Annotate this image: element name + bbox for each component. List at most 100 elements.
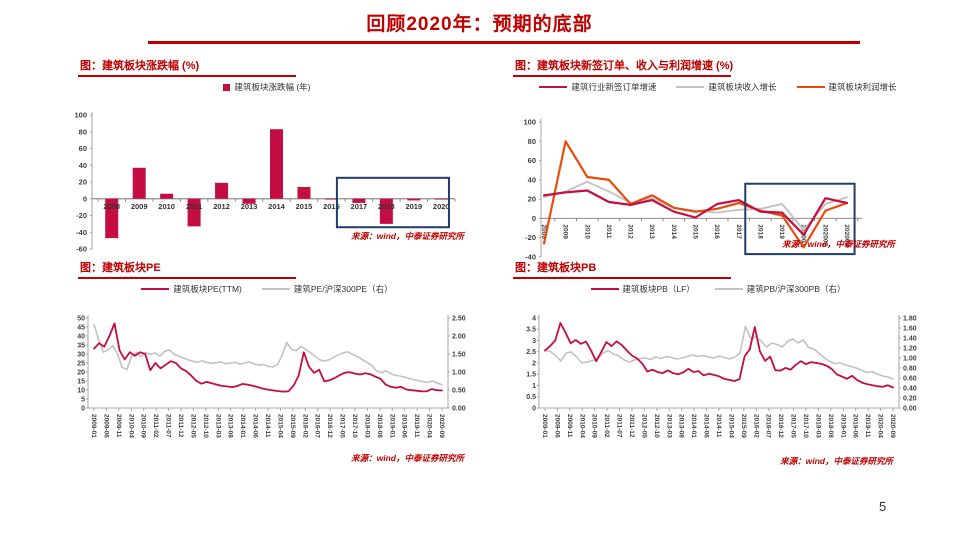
svg-text:2020-04: 2020-04 bbox=[877, 414, 884, 438]
svg-text:2019-01: 2019-01 bbox=[839, 414, 846, 438]
page-number: 5 bbox=[879, 499, 887, 514]
slide-title: 回顾2020年：预期的底部 bbox=[366, 14, 593, 35]
chart-legend: 建筑板块PE(TTM) 建筑PE/沪深300PE（右） bbox=[62, 281, 472, 297]
svg-text:1.50: 1.50 bbox=[452, 351, 466, 358]
panel-sector-pe: 图：建筑板块PE 建筑板块PE(TTM) 建筑PE/沪深300PE（右） 50 45… bbox=[62, 260, 472, 463]
chart-title-text: 图：建筑板块PB bbox=[515, 262, 597, 274]
svg-text:2013: 2013 bbox=[648, 224, 655, 239]
source-note: 来源：wind，中泰证券研究所 bbox=[780, 456, 893, 466]
svg-text:2010-09: 2010-09 bbox=[140, 414, 147, 438]
svg-text:2013-03: 2013-03 bbox=[665, 414, 672, 438]
svg-text:0.00: 0.00 bbox=[903, 405, 917, 412]
svg-text:2014-01: 2014-01 bbox=[239, 414, 246, 438]
svg-text:35: 35 bbox=[77, 342, 85, 349]
svg-text:20: 20 bbox=[79, 178, 87, 187]
legend-label: 建筑行业新签订单增速 bbox=[571, 82, 657, 92]
source-note: 来源：wind，中泰证券研究所 bbox=[782, 239, 895, 249]
svg-text:30: 30 bbox=[77, 351, 85, 358]
legend-item: 建筑板块涨跌幅 (年) bbox=[223, 81, 311, 93]
svg-text:2009-06: 2009-06 bbox=[553, 414, 560, 438]
svg-text:2011-02: 2011-02 bbox=[603, 414, 610, 438]
svg-text:2012-10: 2012-10 bbox=[202, 414, 209, 438]
svg-text:2.00: 2.00 bbox=[452, 333, 466, 340]
svg-text:0.00: 0.00 bbox=[452, 405, 466, 412]
svg-text:2020-04: 2020-04 bbox=[426, 414, 433, 438]
panel-growth-lines: 图：建筑板块新签订单、收入与利润增速 (%) 建筑行业新签订单增速 建筑板块收入增… bbox=[513, 58, 923, 263]
svg-text:2014-11: 2014-11 bbox=[264, 414, 271, 438]
chart-title: 图：建筑板块PE bbox=[78, 260, 296, 279]
svg-text:2017-10: 2017-10 bbox=[802, 414, 809, 438]
svg-text:1.40: 1.40 bbox=[903, 335, 917, 342]
source-note: 来源：wind，中泰证券研究所 bbox=[351, 231, 464, 241]
svg-text:2015: 2015 bbox=[692, 224, 699, 239]
svg-text:20: 20 bbox=[528, 195, 536, 204]
svg-text:100: 100 bbox=[74, 111, 87, 120]
svg-text:2013: 2013 bbox=[241, 202, 258, 211]
legend-item: 建筑板块PE(TTM) bbox=[141, 283, 242, 295]
chart-title: 图：建筑板块新签订单、收入与利润增速 (%) bbox=[513, 58, 733, 77]
svg-text:0.40: 0.40 bbox=[903, 385, 917, 392]
svg-text:2011-12: 2011-12 bbox=[628, 414, 635, 438]
svg-text:10: 10 bbox=[77, 387, 85, 394]
title-divider-rule bbox=[148, 41, 860, 44]
panel-sector-returns: 图：建筑板块涨跌幅 (%) 建筑板块涨跌幅 (年) 100 80 60 40 20 0 -2… bbox=[62, 58, 472, 257]
svg-text:2014-06: 2014-06 bbox=[703, 414, 710, 438]
svg-text:2018-08: 2018-08 bbox=[376, 414, 383, 438]
svg-text:2019-11: 2019-11 bbox=[413, 414, 420, 438]
svg-text:2014: 2014 bbox=[670, 224, 677, 239]
svg-text:2019-06: 2019-06 bbox=[401, 414, 408, 438]
legend-label: 建筑板块利润增长 bbox=[828, 82, 897, 92]
svg-text:0.20: 0.20 bbox=[903, 395, 917, 402]
svg-text:2009-01: 2009-01 bbox=[541, 414, 548, 438]
svg-text:2009: 2009 bbox=[562, 224, 569, 239]
svg-text:2015-04: 2015-04 bbox=[727, 414, 734, 438]
svg-text:2016: 2016 bbox=[323, 202, 340, 211]
svg-text:2020-09: 2020-09 bbox=[438, 414, 445, 438]
svg-text:2016-07: 2016-07 bbox=[314, 414, 321, 438]
svg-text:2: 2 bbox=[532, 360, 536, 367]
svg-text:0.80: 0.80 bbox=[903, 365, 917, 372]
svg-text:2011-12: 2011-12 bbox=[177, 414, 184, 438]
bar-chart-sector-returns: 100 80 60 40 20 0 -20 -40 -60 2008 2009 2010 2011 201… bbox=[74, 111, 456, 254]
svg-text:2015-09: 2015-09 bbox=[740, 414, 747, 438]
svg-text:60: 60 bbox=[528, 156, 536, 165]
svg-text:0: 0 bbox=[532, 405, 536, 412]
svg-text:2012: 2012 bbox=[213, 202, 230, 211]
svg-text:2011-02: 2011-02 bbox=[152, 414, 159, 438]
line-chart-pb: 4 3.5 3 2.5 2 1.5 1 0.5 0 1.80 1.60 1.40 1.20 1.00 0.8… bbox=[526, 315, 917, 438]
svg-text:1.60: 1.60 bbox=[903, 325, 917, 332]
svg-text:1.80: 1.80 bbox=[903, 315, 917, 322]
svg-text:2012: 2012 bbox=[627, 224, 634, 239]
chart-title-text: 图：建筑板块PE bbox=[80, 262, 161, 274]
svg-text:0.60: 0.60 bbox=[903, 375, 917, 382]
svg-text:2013-08: 2013-08 bbox=[678, 414, 685, 438]
svg-text:1: 1 bbox=[532, 383, 536, 390]
svg-text:4: 4 bbox=[532, 315, 536, 322]
svg-text:2012-05: 2012-05 bbox=[640, 414, 647, 438]
legend-swatch-line bbox=[676, 86, 705, 88]
svg-text:202003: 202003 bbox=[843, 224, 850, 246]
svg-text:5: 5 bbox=[81, 396, 85, 403]
svg-text:2012-05: 2012-05 bbox=[189, 414, 196, 438]
svg-text:40: 40 bbox=[79, 161, 87, 170]
legend-swatch-line bbox=[796, 86, 825, 88]
svg-text:25: 25 bbox=[77, 360, 85, 367]
svg-text:2015-04: 2015-04 bbox=[276, 414, 283, 438]
legend-label: 建筑板块PB（LF） bbox=[622, 284, 695, 294]
svg-text:0.50: 0.50 bbox=[452, 387, 466, 394]
svg-text:0.5: 0.5 bbox=[526, 394, 536, 401]
svg-text:2019-06: 2019-06 bbox=[852, 414, 859, 438]
svg-text:60: 60 bbox=[79, 144, 87, 153]
chart-title: 图：建筑板块PB bbox=[513, 260, 731, 279]
svg-text:80: 80 bbox=[528, 137, 536, 146]
svg-text:0: 0 bbox=[83, 194, 87, 203]
chart-legend: 建筑板块涨跌幅 (年) bbox=[62, 79, 472, 95]
svg-text:2011: 2011 bbox=[605, 224, 612, 238]
svg-text:15: 15 bbox=[77, 378, 85, 385]
svg-text:2008: 2008 bbox=[540, 224, 547, 239]
svg-text:2017: 2017 bbox=[735, 224, 742, 239]
svg-text:-20: -20 bbox=[76, 211, 87, 220]
legend-item: 建筑行业新签订单增速 bbox=[539, 81, 656, 93]
svg-text:2017-10: 2017-10 bbox=[351, 414, 358, 438]
legend-label: 建筑PE/沪深300PE（右） bbox=[293, 284, 393, 294]
